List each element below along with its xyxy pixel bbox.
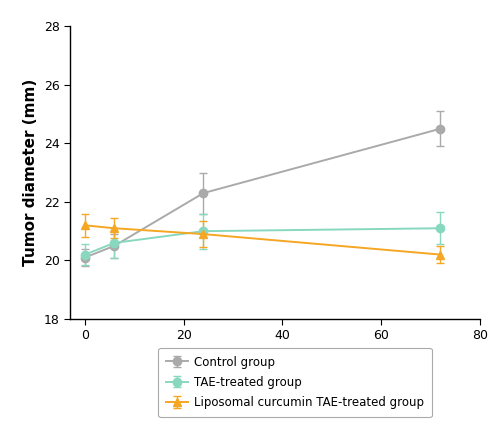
Y-axis label: Tumor diameter (mm): Tumor diameter (mm) [23,79,38,266]
X-axis label: Time (hours): Time (hours) [220,348,330,363]
Legend: Control group, TAE-treated group, Liposomal curcumin TAE-treated group: Control group, TAE-treated group, Liposo… [158,347,432,417]
